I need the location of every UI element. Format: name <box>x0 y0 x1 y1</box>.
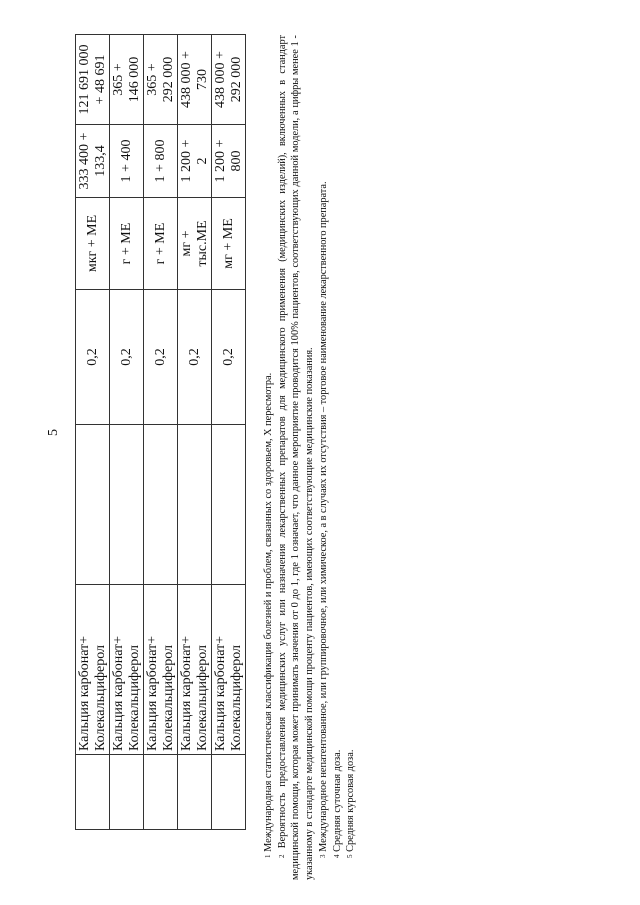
cell-line: 730 <box>194 69 210 90</box>
cell-line: 333 400 + <box>76 132 92 190</box>
daily-dose-cell: 1 200 +800 <box>211 124 246 198</box>
cell-line: г + МЕ <box>152 222 168 265</box>
table-row: Кальция карбонат+ Колекальциферол 0,2 мг + т… <box>177 34 212 830</box>
cell-line: Кальция карбонат+ <box>212 635 228 751</box>
drug-name-cell: Кальция карбонат+ Колекальциферол <box>177 584 212 755</box>
empty-cell <box>75 754 110 830</box>
empty-cell <box>143 424 178 585</box>
cell-line: Кальция карбонат+ <box>144 635 160 751</box>
cell-line: мкг + МЕ <box>84 214 100 273</box>
cell-line: 365 + <box>144 63 160 96</box>
footnotes: 1 Международная статистическая классифик… <box>262 35 358 880</box>
cell-line: 133,4 <box>92 145 108 177</box>
units-cell: мг + МЕ <box>211 197 246 290</box>
cell-line: 1 + 800 <box>152 139 168 183</box>
table-row: Кальция карбонат+ Колекальциферол 0,2 г + М… <box>109 34 144 830</box>
cell-line: Колекальциферол <box>126 644 142 751</box>
units-cell: мг + тыс.МЕ <box>177 197 212 290</box>
drug-name-cell: Кальция карбонат+ Колекальциферол <box>143 584 178 755</box>
cell-line: г + МЕ <box>118 222 134 265</box>
empty-cell <box>143 754 178 830</box>
course-dose-cell: 365 +292 000 <box>143 34 178 125</box>
empty-cell <box>177 754 212 830</box>
probability-cell: 0,2 <box>177 289 212 425</box>
cell-line: мг + МЕ <box>220 218 236 269</box>
drug-table: Кальция карбонат+ Колекальциферол 0,2 мкг +… <box>75 34 246 830</box>
probability-cell: 0,2 <box>75 289 110 425</box>
cell-line: 1 200 + <box>212 139 228 183</box>
cell-line: 365 + <box>110 63 126 96</box>
units-cell: мкг + МЕ <box>75 197 110 290</box>
daily-dose-cell: 333 400 +133,4 <box>75 124 110 198</box>
table-row: Кальция карбонат+ Колекальциферол 0,2 г + М… <box>143 34 178 830</box>
cell-line: Колекальциферол <box>160 644 176 751</box>
cell-line: 292 000 <box>160 56 176 103</box>
cell-line: Колекальциферол <box>228 644 244 751</box>
footnote-mark: 5 <box>346 854 355 859</box>
units-cell: г + МЕ <box>143 197 178 290</box>
daily-dose-cell: 1 + 800 <box>143 124 178 198</box>
footnote-mark: 4 <box>332 854 341 859</box>
footnote-mark: 2 <box>277 854 286 859</box>
daily-dose-cell: 1 + 400 <box>109 124 144 198</box>
table-row: Кальция карбонат+ Колекальциферол 0,2 мкг +… <box>75 34 110 830</box>
probability-cell: 0,2 <box>211 289 246 425</box>
cell-line: 146 000 <box>126 56 142 103</box>
cell-line: тыс.МЕ <box>194 220 210 267</box>
daily-dose-cell: 1 200 +2 <box>177 124 212 198</box>
footnote: 2 Вероятность предоставления медицинских… <box>276 35 317 880</box>
drug-name-cell: Кальция карбонат+ Колекальциферол <box>211 584 246 755</box>
drug-name-cell: Кальция карбонат+ Колекальциферол <box>75 584 110 755</box>
page-number: 5 <box>46 429 61 436</box>
footnote-mark: 1 <box>264 854 272 859</box>
footnote-text: Международная статистическая классификац… <box>263 372 274 855</box>
empty-cell <box>109 754 144 830</box>
cell-line: 800 <box>228 150 244 172</box>
probability-cell: 0,2 <box>143 289 178 425</box>
units-cell: г + МЕ <box>109 197 144 290</box>
course-dose-cell: 365 +146 000 <box>109 34 144 125</box>
footnote: 4 Средняя суточная доза. <box>331 35 345 880</box>
cell-line: 438 000 + <box>178 51 194 108</box>
probability-cell: 0,2 <box>109 289 144 425</box>
cell-line: мг + <box>178 230 194 257</box>
cell-line: 2 <box>194 157 210 165</box>
cell-line: 121 691 000 <box>76 44 92 115</box>
cell-line: + 48 691 <box>92 54 108 105</box>
cell-line: Кальция карбонат+ <box>110 635 126 751</box>
cell-line: Кальция карбонат+ <box>178 635 194 751</box>
course-dose-cell: 121 691 000 + 48 691 <box>75 34 110 125</box>
cell-line: Кальция карбонат+ <box>76 635 92 751</box>
empty-cell <box>109 424 144 585</box>
empty-cell <box>75 424 110 585</box>
footnote-text: Вероятность предоставления медицинских у… <box>276 35 316 880</box>
cell-line: 1 + 400 <box>118 139 134 183</box>
footnote: 3 Международное непатентованное, или гру… <box>317 35 331 880</box>
cell-line: 292 000 <box>228 56 244 103</box>
table-row: Кальция карбонат+ Колекальциферол 0,2 мг + … <box>211 34 246 830</box>
cell-line: Колекальциферол <box>92 644 108 751</box>
footnote: 1 Международная статистическая классифик… <box>262 35 276 880</box>
footnote-mark: 3 <box>318 854 327 859</box>
footnote-text: Средняя суточная доза. <box>331 749 343 855</box>
empty-cell <box>211 424 246 585</box>
course-dose-cell: 438 000 +730 <box>177 34 212 125</box>
footnote-text: Международное непатентованное, или групп… <box>317 181 329 855</box>
footnote: 5 Средняя курсовая доза. <box>344 35 358 880</box>
empty-cell <box>177 424 212 585</box>
cell-line: Колекальциферол <box>194 644 210 751</box>
cell-line: 1 200 + <box>178 139 194 183</box>
course-dose-cell: 438 000 +292 000 <box>211 34 246 125</box>
cell-line: 438 000 + <box>212 51 228 108</box>
footnote-text: Средняя курсовая доза. <box>345 749 357 855</box>
empty-cell <box>211 754 246 830</box>
drug-name-cell: Кальция карбонат+ Колекальциферол <box>109 584 144 755</box>
